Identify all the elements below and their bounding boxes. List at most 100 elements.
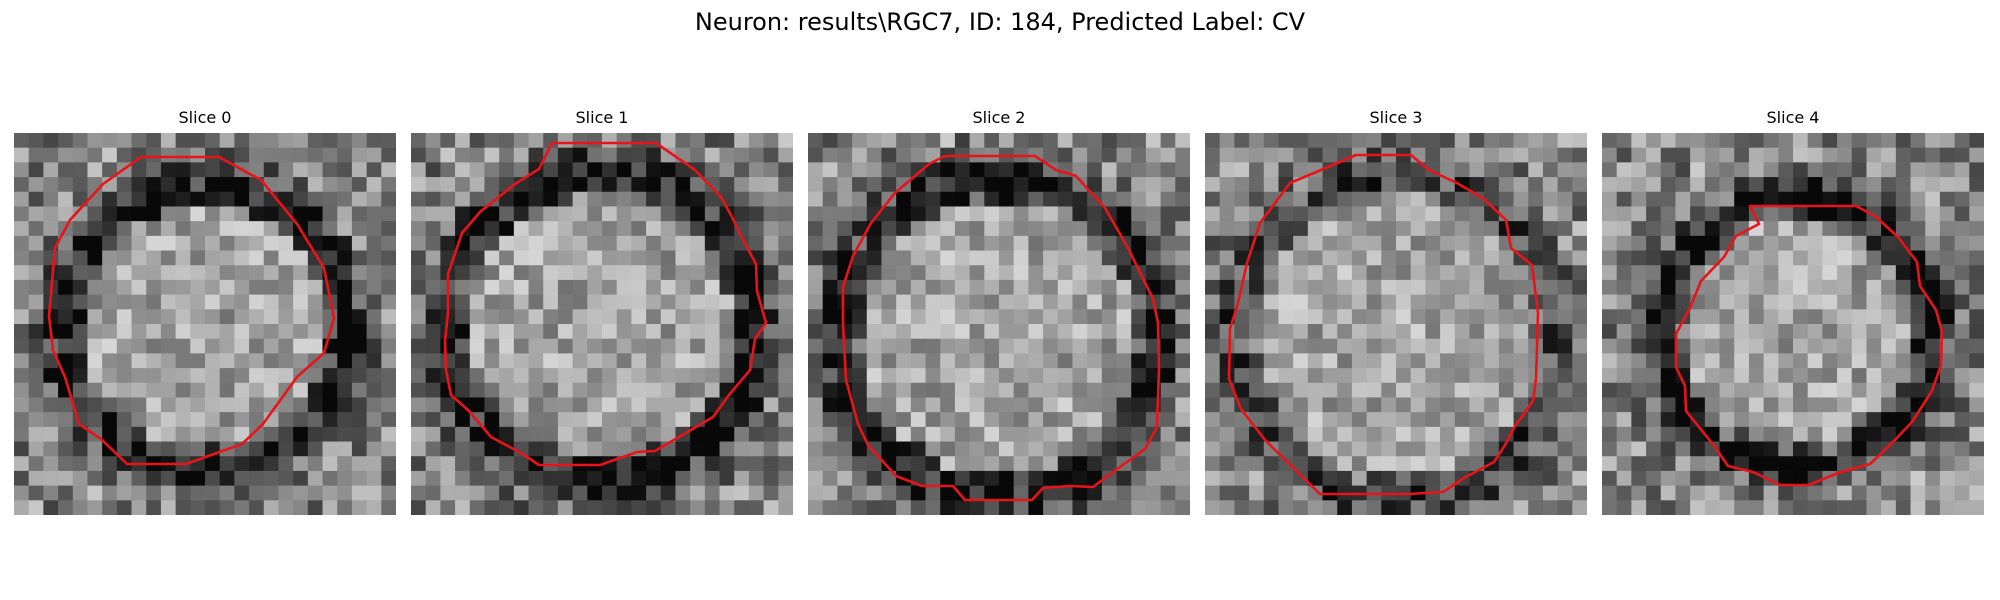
image-pixel — [1263, 250, 1280, 266]
image-pixel — [1337, 133, 1353, 149]
image-pixel — [249, 294, 265, 310]
image-pixel — [263, 235, 280, 252]
image-pixel — [190, 426, 206, 443]
image-pixel — [1351, 368, 1368, 384]
image-pixel — [808, 235, 824, 252]
image-pixel — [190, 250, 206, 266]
image-pixel — [528, 338, 544, 354]
image-pixel — [808, 191, 824, 208]
image-pixel — [1748, 368, 1765, 384]
image-pixel — [1381, 338, 1397, 354]
image-pixel — [411, 162, 427, 178]
image-pixel — [469, 294, 486, 310]
image-pixel — [1160, 426, 1176, 443]
image-pixel — [116, 265, 133, 281]
image-pixel — [293, 456, 309, 472]
image-pixel — [1043, 368, 1059, 384]
image-pixel — [58, 441, 74, 457]
image-pixel — [1748, 456, 1765, 472]
image-pixel — [411, 456, 427, 472]
image-pixel — [822, 177, 838, 193]
image-pixel — [1205, 147, 1221, 163]
image-pixel — [984, 177, 1000, 193]
image-pixel — [1366, 353, 1382, 369]
image-pixel — [822, 235, 838, 252]
image-pixel — [984, 279, 1000, 296]
image-pixel — [719, 368, 735, 384]
image-pixel — [1351, 382, 1368, 399]
image-pixel — [984, 397, 1000, 413]
image-pixel — [1307, 426, 1324, 443]
image-pixel — [14, 382, 30, 399]
image-pixel — [484, 191, 500, 208]
image-pixel — [1734, 235, 1750, 252]
image-pixel — [1484, 485, 1500, 501]
image-pixel — [1602, 162, 1618, 178]
image-pixel — [1234, 265, 1250, 281]
image-pixel — [1969, 397, 1984, 413]
image-pixel — [455, 294, 471, 310]
image-pixel — [1631, 221, 1647, 237]
image-pixel — [587, 265, 603, 281]
image-pixel — [984, 412, 1000, 428]
cell-contour — [841, 154, 1161, 502]
image-pixel — [28, 206, 44, 222]
image-pixel — [1542, 412, 1559, 428]
image-pixel — [249, 441, 265, 457]
image-pixel — [866, 456, 883, 472]
image-pixel — [1881, 147, 1897, 163]
image-pixel — [1866, 470, 1882, 487]
image-pixel — [1425, 265, 1441, 281]
image-pixel — [14, 235, 30, 252]
image-pixel — [249, 235, 265, 252]
image-pixel — [1484, 250, 1500, 266]
image-pixel — [866, 191, 883, 208]
image-pixel — [1939, 265, 1956, 281]
image-pixel — [249, 133, 265, 149]
image-pixel — [969, 412, 985, 428]
image-pixel — [1807, 191, 1823, 208]
image-pixel — [557, 279, 574, 296]
image-pixel — [1278, 191, 1294, 208]
image-pixel — [1557, 441, 1573, 457]
image-pixel — [1704, 368, 1721, 384]
image-pixel — [1028, 191, 1044, 208]
image-pixel — [1763, 250, 1779, 266]
image-pixel — [425, 294, 441, 310]
image-pixel — [28, 221, 44, 237]
image-pixel — [1969, 177, 1984, 193]
image-pixel — [1763, 412, 1779, 428]
image-pixel — [748, 485, 765, 501]
image-pixel — [14, 162, 30, 178]
image-pixel — [778, 441, 793, 457]
image-pixel — [1734, 324, 1750, 340]
image-pixel — [87, 250, 103, 266]
image-pixel — [249, 162, 265, 178]
image-pixel — [337, 221, 353, 237]
image-pixel — [1366, 338, 1382, 354]
image-pixel — [616, 441, 632, 457]
image-pixel — [1498, 177, 1515, 193]
image-pixel — [543, 279, 559, 296]
image-pixel — [1410, 191, 1426, 208]
image-pixel — [1175, 162, 1190, 178]
image-pixel — [1366, 456, 1382, 472]
image-pixel — [1013, 397, 1029, 413]
image-pixel — [748, 397, 765, 413]
image-pixel — [1057, 265, 1074, 281]
image-pixel — [1734, 191, 1750, 208]
image-pixel — [1528, 412, 1544, 428]
image-pixel — [337, 133, 353, 149]
image-pixel — [1660, 265, 1677, 281]
image-pixel — [1616, 133, 1632, 149]
image-pixel — [1410, 426, 1426, 443]
image-pixel — [351, 412, 368, 428]
image-pixel — [528, 250, 544, 266]
image-pixel — [1837, 426, 1853, 443]
image-pixel — [557, 133, 574, 149]
image-pixel — [1351, 338, 1368, 354]
image-pixel — [1646, 470, 1662, 487]
image-pixel — [337, 279, 353, 296]
image-pixel — [1675, 470, 1691, 487]
image-pixel — [690, 206, 706, 222]
